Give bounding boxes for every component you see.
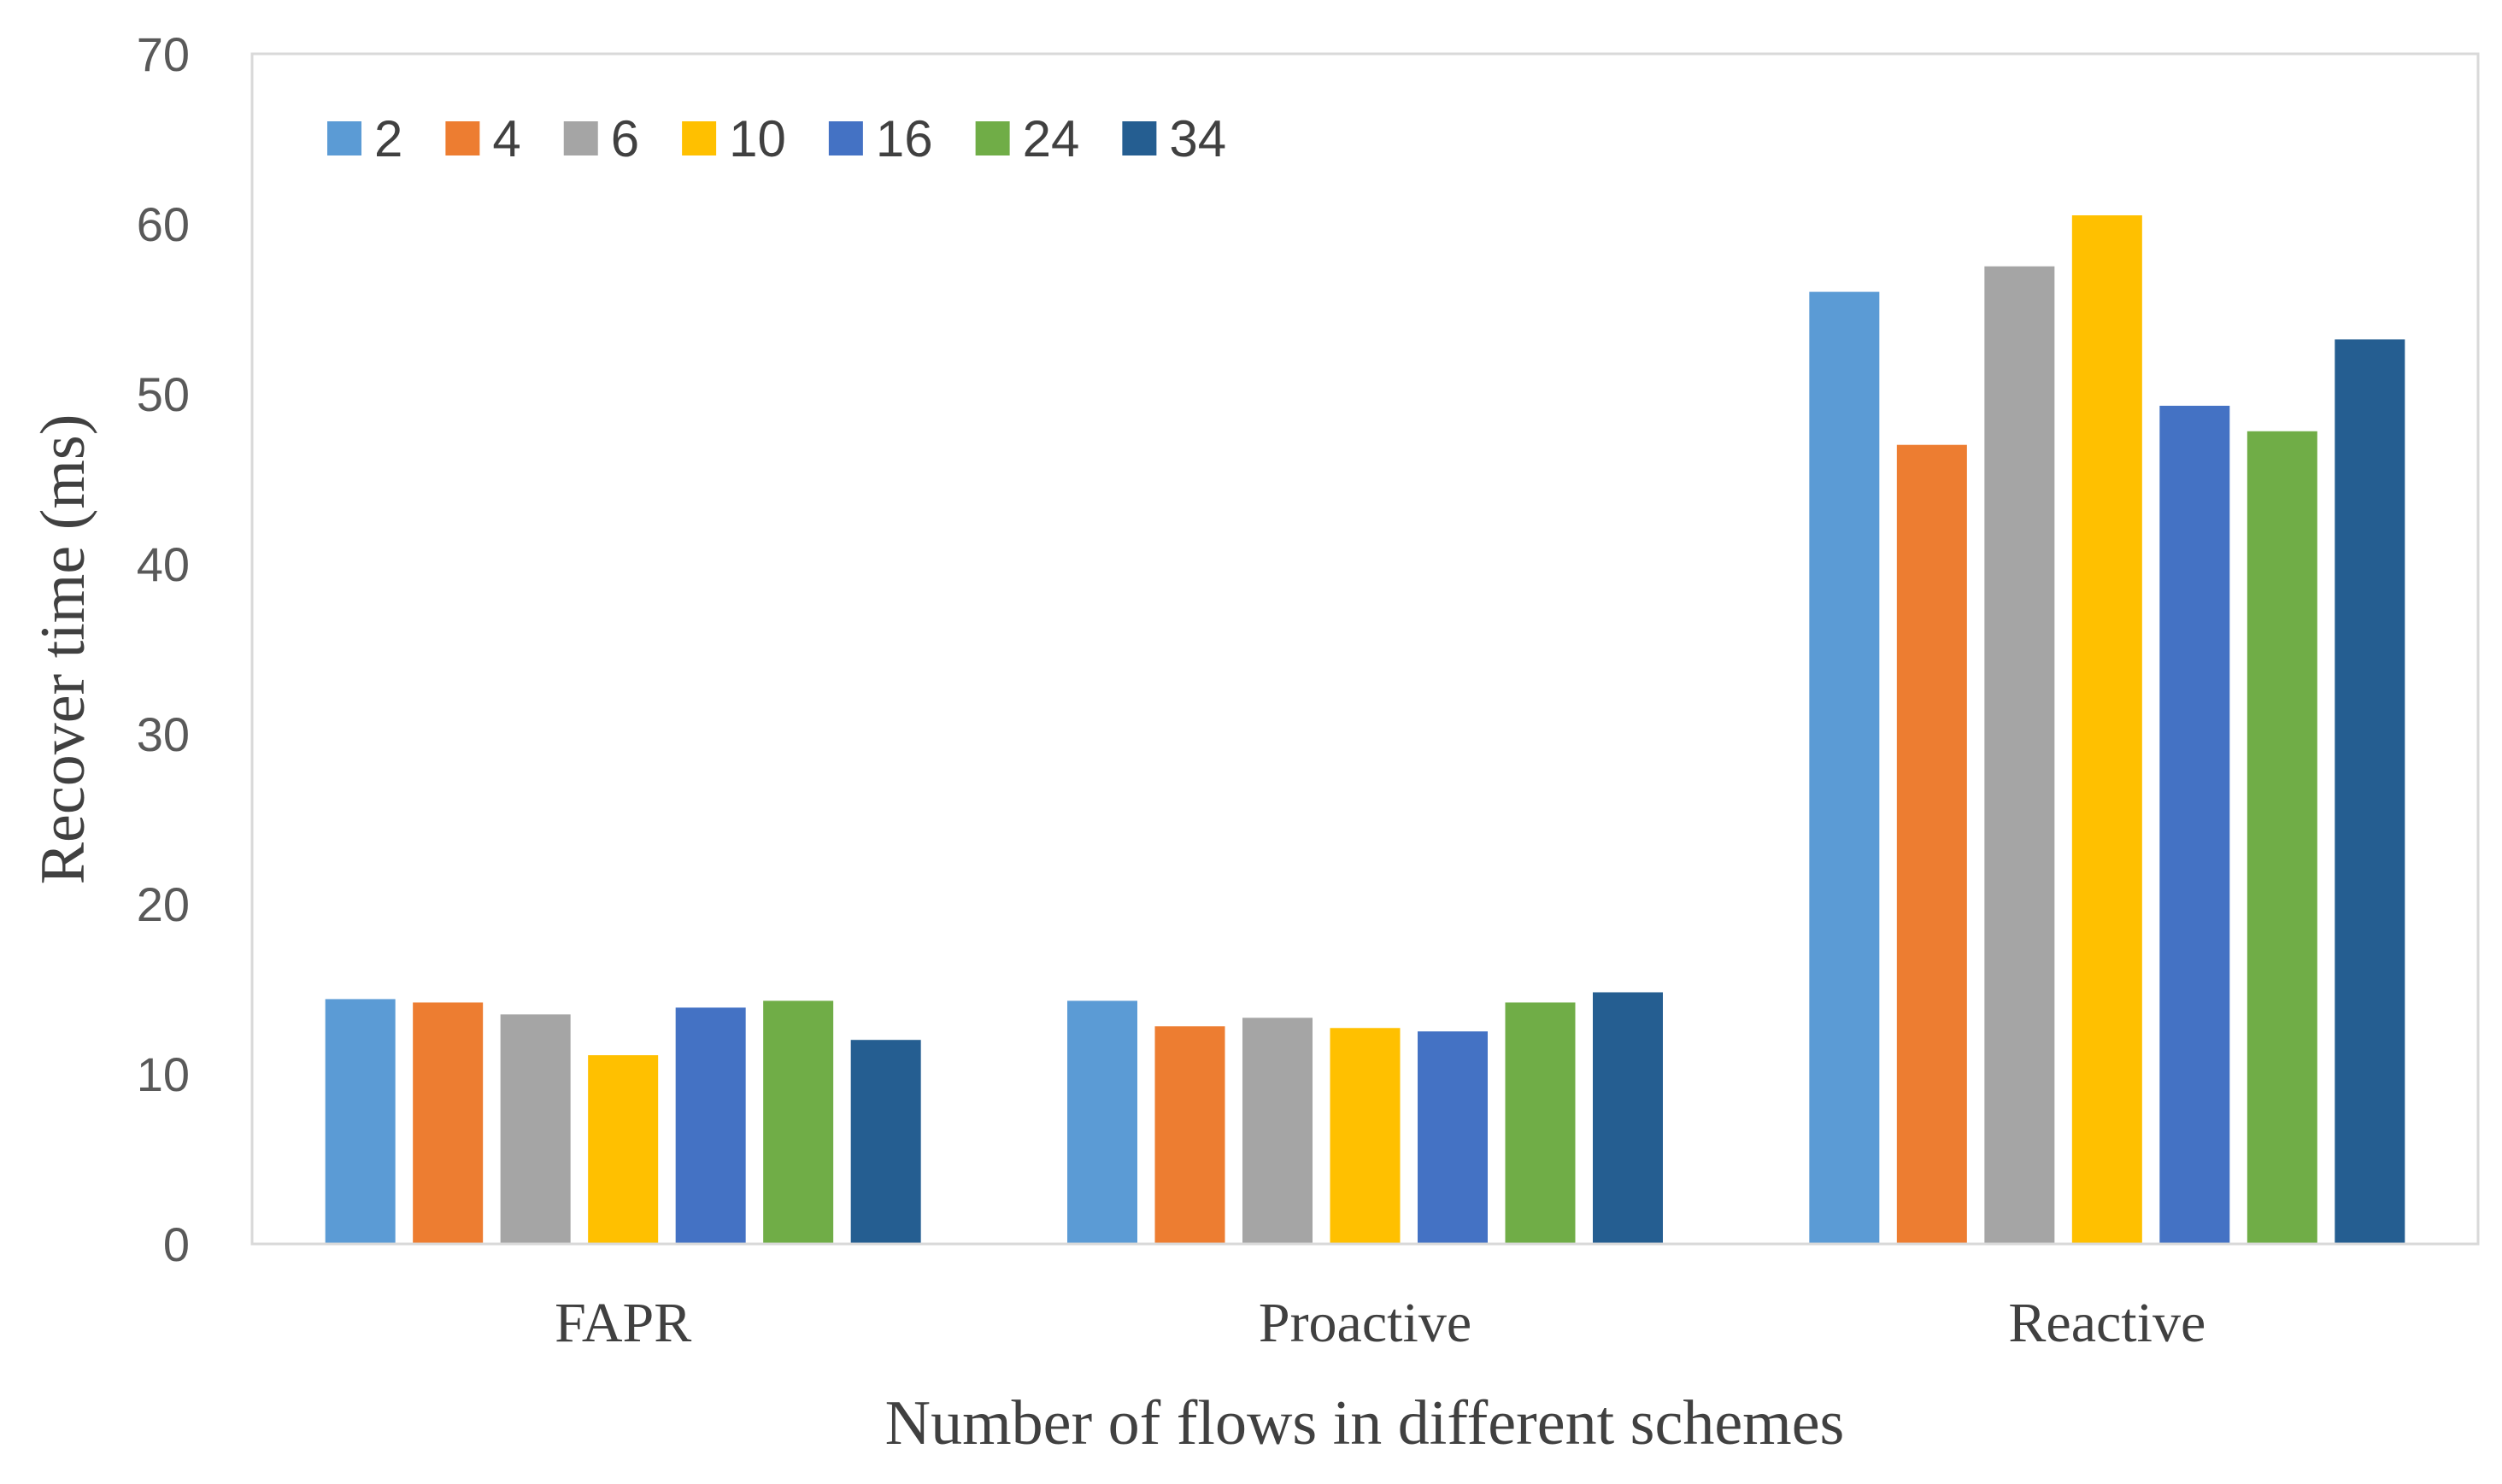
bar-proactive-34 [1593, 992, 1663, 1244]
legend-label-10: 10 [729, 110, 786, 167]
y-tick-label: 50 [137, 367, 190, 421]
bar-fapr-6 [500, 1014, 571, 1244]
y-tick-label: 60 [137, 197, 190, 251]
legend-swatch-4 [445, 121, 480, 155]
y-tick-label: 10 [137, 1047, 190, 1101]
legend-swatch-24 [975, 121, 1010, 155]
bar-proactive-4 [1154, 1026, 1225, 1244]
legend-label-16: 16 [876, 110, 933, 167]
y-tick-label: 70 [137, 27, 190, 81]
legend-label-34: 34 [1169, 110, 1226, 167]
bars [325, 215, 2405, 1245]
bar-proactive-24 [1505, 1002, 1576, 1244]
x-category-label: FAPR [555, 1292, 691, 1354]
bar-proactive-10 [1330, 1028, 1401, 1244]
bar-reactive-34 [2335, 339, 2405, 1244]
legend-swatch-6 [563, 121, 598, 155]
x-category-label: Proactive [1259, 1292, 1471, 1354]
y-tick-label: 0 [163, 1217, 190, 1271]
bar-fapr-24 [763, 1000, 834, 1244]
x-axis-category-labels: FAPR Proactive Reactive [555, 1292, 2205, 1354]
bar-proactive-2 [1067, 1000, 1137, 1244]
legend-label-24: 24 [1023, 110, 1080, 167]
legend: 2 4 6 10 16 24 34 [327, 110, 1226, 167]
legend-label-4: 4 [492, 110, 520, 167]
y-axis-title: Recover time (ms) [28, 414, 98, 885]
bar-fapr-16 [675, 1007, 746, 1244]
x-category-label: Reactive [2008, 1292, 2205, 1354]
y-tick-label: 20 [137, 877, 190, 931]
legend-swatch-16 [828, 121, 863, 155]
x-axis-title: Number of flows in different schemes [885, 1388, 1845, 1458]
bar-proactive-6 [1242, 1018, 1313, 1244]
bar-reactive-6 [1984, 266, 2055, 1244]
legend-swatch-34 [1122, 121, 1157, 155]
bar-fapr-34 [850, 1040, 921, 1244]
legend-swatch-10 [682, 121, 717, 155]
y-tick-label: 30 [137, 707, 190, 761]
bar-proactive-16 [1418, 1031, 1488, 1244]
bar-fapr-2 [325, 999, 396, 1244]
bar-reactive-10 [2071, 215, 2142, 1244]
legend-label-2: 2 [374, 110, 402, 167]
legend-swatch-2 [327, 121, 361, 155]
bar-reactive-24 [2247, 431, 2317, 1244]
bar-reactive-16 [2159, 405, 2230, 1244]
bar-reactive-4 [1896, 444, 1967, 1244]
legend-label-6: 6 [611, 110, 639, 167]
y-tick-label: 40 [137, 537, 190, 591]
bar-reactive-2 [1809, 291, 1880, 1245]
bar-fapr-10 [588, 1055, 659, 1244]
y-axis: 0 10 20 30 40 50 60 70 [137, 27, 190, 1271]
bar-fapr-4 [413, 1002, 484, 1244]
